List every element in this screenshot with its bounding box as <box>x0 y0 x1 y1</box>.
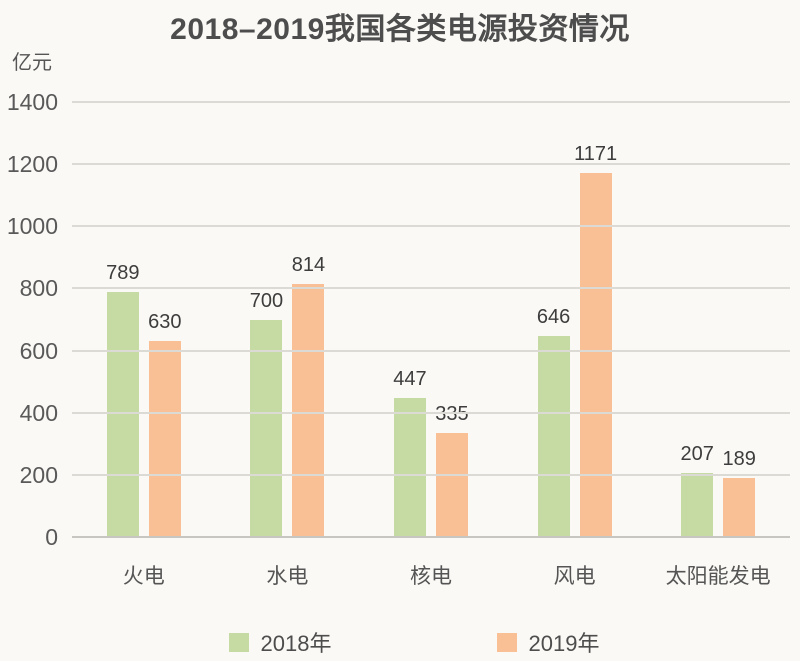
bar <box>148 341 181 537</box>
bar-value-label: 335 <box>435 402 469 425</box>
bar <box>537 336 570 537</box>
bar-group: 646 1171 <box>503 102 647 537</box>
x-category-label: 核电 <box>409 565 452 588</box>
y-tick-label: 1400 <box>6 89 58 115</box>
x-axis-labels: 火电 水电 核电 风电 太阳能发电 <box>72 560 790 590</box>
bar-column: 700 <box>249 102 284 537</box>
bar <box>681 472 714 537</box>
gridline <box>72 411 790 414</box>
bar-column: 1171 <box>574 102 617 537</box>
legend-label: 2018年 <box>260 631 332 656</box>
bar <box>723 478 756 537</box>
bar-value-label: 447 <box>393 368 427 391</box>
y-tick-label: 400 <box>19 399 58 426</box>
y-tick-label: 800 <box>19 275 58 302</box>
bar-column: 630 <box>148 102 182 537</box>
legend-item: 2018年 <box>228 626 332 658</box>
legend-item: 2019年 <box>496 626 600 658</box>
bar-value-label: 630 <box>148 311 182 334</box>
bar-value-label: 700 <box>249 289 284 312</box>
gridline <box>72 349 790 352</box>
bar <box>393 398 426 537</box>
y-tick-label: 200 <box>19 461 58 488</box>
legend-label: 2019年 <box>528 631 600 656</box>
bar-value-label: 814 <box>291 254 326 277</box>
x-axis-line <box>72 536 790 538</box>
y-tick-label: 0 <box>45 524 58 550</box>
plot-area: 789 630 700 814 447 335 646 1171 207 189 <box>72 101 790 538</box>
bar-value-label: 207 <box>680 442 714 465</box>
bar-value-label: 789 <box>106 261 140 284</box>
bar-column: 447 <box>393 102 427 537</box>
legend: 2018年 2019年 <box>0 626 800 658</box>
bar-column: 335 <box>435 102 469 537</box>
bar-group: 447 335 <box>359 102 503 537</box>
y-axis-unit-label: 亿元 <box>12 52 52 74</box>
bar-value-label: 189 <box>722 448 756 471</box>
bar-group: 207 189 <box>646 102 790 537</box>
bar-value-label: 1171 <box>574 143 618 166</box>
bar <box>579 173 612 537</box>
bar <box>292 284 325 537</box>
x-category-label: 火电 <box>122 565 165 588</box>
x-category-label: 水电 <box>266 565 309 588</box>
legend-swatch-icon <box>496 632 517 652</box>
bar-column: 789 <box>106 102 140 537</box>
bar <box>106 291 139 537</box>
x-category-label: 风电 <box>553 565 596 588</box>
bar-group: 700 814 <box>216 102 360 537</box>
gridline <box>72 163 790 166</box>
bar-group: 789 630 <box>72 102 216 537</box>
bar-column: 189 <box>722 102 756 537</box>
gridline <box>72 225 790 228</box>
chart-title: 2018–2019我国各类电源投资情况 <box>170 13 630 46</box>
bar-groups: 789 630 700 814 447 335 646 1171 207 189 <box>72 102 790 537</box>
bar <box>435 432 468 537</box>
y-tick-label: 1000 <box>6 213 58 240</box>
y-tick-label: 600 <box>19 337 58 364</box>
bar-column: 814 <box>291 102 326 537</box>
bar-value-label: 646 <box>536 306 571 329</box>
y-tick-label: 1200 <box>6 151 58 178</box>
bar <box>250 319 283 537</box>
legend-swatch-icon <box>228 632 249 652</box>
gridline <box>72 473 790 476</box>
bar-column: 207 <box>680 102 714 537</box>
gridline <box>72 287 790 290</box>
bar-column: 646 <box>536 102 571 537</box>
gridline <box>72 101 790 103</box>
x-category-label: 太阳能发电 <box>665 565 771 588</box>
